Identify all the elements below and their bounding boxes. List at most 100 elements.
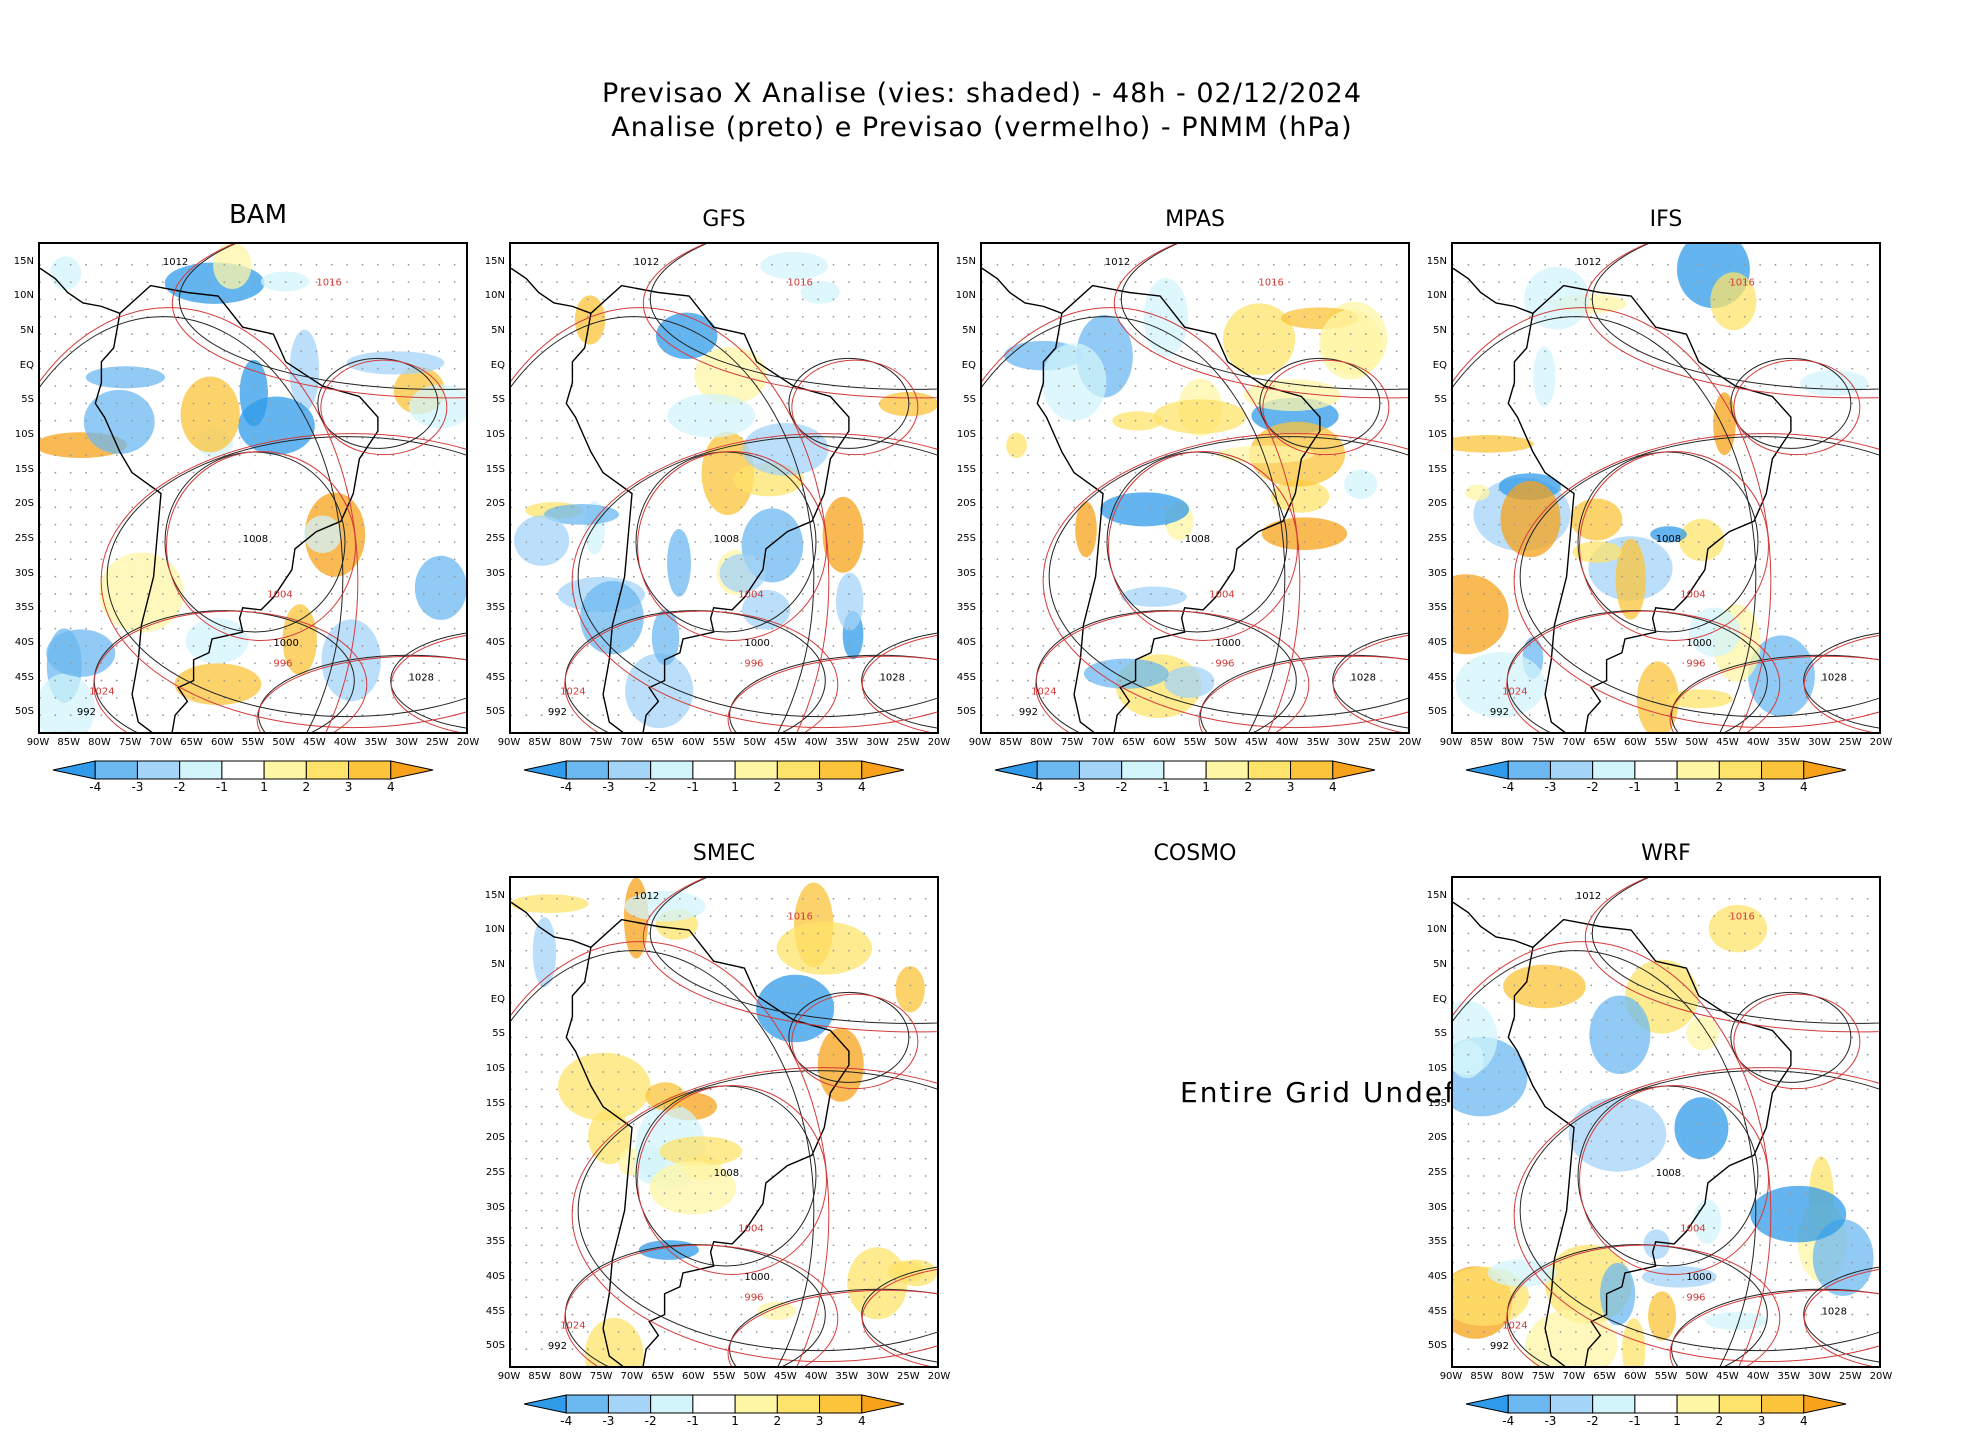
latitude-label: 15N [13, 255, 34, 267]
central-america-outline [511, 267, 592, 314]
analysis-isobar [1048, 436, 1408, 718]
colorbar-segment [734, 760, 778, 780]
bias-shading [1261, 517, 1348, 551]
isobar-label: 996 [744, 659, 763, 670]
latitude-label: 25S [14, 532, 34, 544]
isobar-label: 1000 [1686, 638, 1711, 649]
bias-shading [83, 389, 155, 454]
longitude-label: 25W [1367, 737, 1391, 748]
latitude-label: 30S [1427, 567, 1447, 579]
colorbar-segment [179, 760, 223, 780]
isobar-label: 1004 [738, 1223, 763, 1234]
bias-shading [656, 312, 718, 360]
colorbar-label: 2 [773, 780, 782, 794]
longitude-label: 45W [774, 1371, 797, 1382]
colorbar-label: 2 [1715, 780, 1724, 794]
longitude-label: 35W [1777, 1371, 1801, 1382]
latitude-label: 5N [1433, 959, 1447, 971]
longitude-label: 55W [1654, 1371, 1678, 1382]
analysis-isobar [1453, 950, 1757, 1366]
panel-gfs: GFS 1012 1016 1008 1004 1000 996 992 1024 1028 15N… [485, 207, 989, 802]
analysis-isobar [1519, 1070, 1879, 1352]
latitude-label: 5N [1433, 325, 1447, 337]
bias-shading [1533, 346, 1556, 407]
longitude-label: 90W [968, 737, 992, 748]
latitude-label: 50S [485, 1340, 505, 1352]
latitude-label: 20S [1427, 498, 1447, 510]
forecast-isobar [1579, 450, 1769, 641]
analysis-isobar [390, 632, 466, 729]
latitude-label: 15S [956, 463, 976, 475]
bias-shading [511, 894, 589, 914]
longitude-label: 70W [1562, 737, 1586, 748]
bias-shading [1006, 432, 1027, 459]
analysis-isobar [178, 244, 466, 390]
analysis-isobar [861, 632, 937, 729]
longitude-label: 55W [712, 1371, 736, 1382]
analysis-isobar [649, 878, 937, 1024]
bias-shading [742, 589, 791, 630]
analysis-isobar [1259, 357, 1381, 449]
bias-shading [1503, 964, 1586, 1009]
bias-shading [557, 1052, 651, 1122]
isobar-label: 1004 [1209, 589, 1234, 600]
analysis-isobar [729, 1288, 937, 1366]
latitude-label: 10N [13, 290, 34, 302]
isobar-label: 1008 [714, 534, 739, 545]
longitude-label: 90W [26, 737, 50, 748]
latitude-label: 10N [484, 924, 505, 936]
bias-shading [1453, 574, 1509, 655]
longitude-label: 40W [1746, 737, 1770, 748]
forecast-isobar [166, 450, 356, 641]
colorbar-strip [1465, 760, 1847, 780]
bias-shading [800, 280, 840, 304]
analysis-isobar [1591, 878, 1879, 1024]
latitude-label: 50S [956, 706, 976, 718]
colorbar-label: -3 [602, 1414, 615, 1428]
colorbar-segment [1592, 760, 1636, 780]
longitude-label: 80W [1501, 1371, 1524, 1382]
latitude-label: 45S [14, 671, 34, 683]
isobar-label: 1024 [89, 686, 114, 697]
colorbar-label: 4 [1799, 1414, 1808, 1428]
latitude-label: 15S [1427, 1097, 1447, 1109]
longitude-label: 70W [620, 737, 644, 748]
longitude-label: 70W [620, 1371, 644, 1382]
bias-shading [1643, 1229, 1670, 1260]
latitude-label: 20S [485, 498, 505, 510]
latitude-label: 30S [1427, 1201, 1447, 1213]
longitude-label: 65W [1593, 1371, 1616, 1382]
bias-shading [1750, 1185, 1847, 1243]
isobar-label: 1028 [1822, 673, 1847, 684]
colorbar-segment [1676, 1394, 1720, 1414]
forecast-isobar [861, 1268, 937, 1366]
isobar-label: 1004 [1680, 1223, 1705, 1234]
longitude-label: 30W [1337, 737, 1360, 748]
bias-shading [1570, 498, 1623, 541]
longitude-label: 85W [528, 737, 552, 748]
forecast-isobar [571, 433, 937, 729]
isobar-label: 1024 [1502, 686, 1527, 697]
latitude-label: 40S [1427, 1270, 1447, 1282]
analysis-isobar [1519, 436, 1879, 718]
isobar-label: 1008 [714, 1168, 739, 1179]
bias-shading [185, 618, 249, 664]
bias-shading [760, 251, 828, 280]
latitude-label: 10S [14, 429, 34, 441]
longitude-label: 35W [1777, 737, 1801, 748]
latitude-label: 10S [485, 1063, 505, 1075]
colorbar-segment [776, 1394, 821, 1414]
colorbar-label: -3 [1544, 1414, 1557, 1428]
isobar-label: 992 [548, 1341, 567, 1352]
panel-ifs: IFS 1012 1016 1008 1004 1000 996 992 1024 1028 15N… [1427, 207, 1931, 802]
colorbar-segment [861, 1394, 905, 1414]
colorbar-label: -2 [644, 1414, 657, 1428]
latitude-label: 45S [956, 671, 976, 683]
colorbar-label: -3 [602, 780, 615, 794]
colorbar-segment [565, 760, 609, 780]
panel-bam: BAM 1012 1016 1008 1004 1000 996 992 1024 1028 15N… [14, 200, 518, 802]
latitude-label: EQ [490, 993, 505, 1005]
bias-shading [1453, 435, 1534, 453]
bias-shading [1344, 469, 1378, 499]
forecast-isobar [511, 307, 830, 732]
